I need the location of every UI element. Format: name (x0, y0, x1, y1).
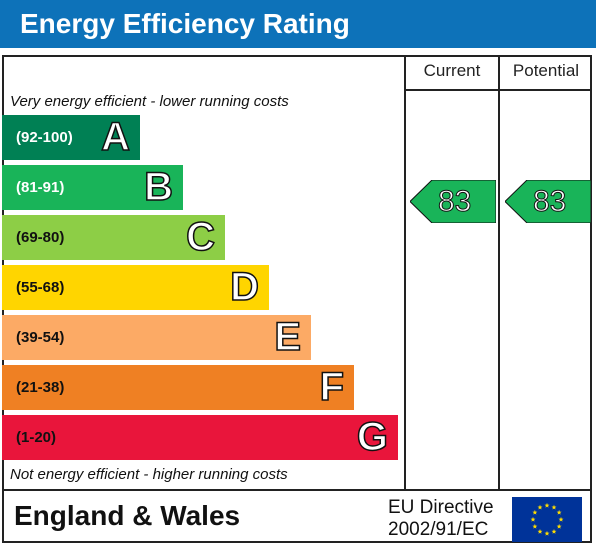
band-range-label: (69-80) (16, 229, 65, 246)
current-column-header: Current (423, 61, 481, 80)
flag-star (558, 516, 564, 522)
band-range-label: (55-68) (16, 279, 65, 296)
flag-star (537, 529, 543, 534)
flag-star (544, 530, 550, 536)
flag-star (551, 504, 557, 510)
directive-line-1: EU Directive (388, 497, 494, 518)
flag-star (532, 509, 538, 515)
current-column-divider (404, 55, 406, 491)
band-range-label: (1-20) (16, 429, 57, 446)
header-bar: Energy Efficiency Rating (0, 0, 596, 48)
potential-column-divider (498, 55, 500, 491)
band-d: (55-68) D (2, 264, 269, 310)
potential-arrow-shape (505, 180, 591, 223)
band-letter: B (143, 164, 173, 210)
band-letter: G (356, 414, 389, 460)
band-f: (21-38) F (2, 364, 354, 410)
bottom-caption: Not energy efficient - higher running co… (10, 466, 288, 483)
flag-star (544, 502, 550, 508)
flag-star (556, 523, 562, 529)
band-letter: A (100, 114, 130, 160)
current-rating-value: 83 (437, 185, 472, 219)
current-arrow-shape (410, 180, 496, 223)
page-title: Energy Efficiency Rating (20, 8, 350, 39)
band-c: (69-80) C (2, 214, 225, 260)
potential-rating-value: 83 (532, 185, 567, 219)
top-caption: Very energy efficient - lower running co… (10, 93, 289, 110)
footer-divider (2, 489, 592, 491)
flag-star (537, 504, 543, 510)
flag-star (532, 523, 538, 529)
band-range-label: (92-100) (16, 129, 73, 146)
flag-star (551, 529, 557, 534)
band-range-label: (21-38) (16, 379, 65, 396)
flag-star (556, 509, 562, 515)
band-letter: C (185, 214, 215, 260)
band-letter: F (319, 364, 345, 410)
region-label: England & Wales (14, 500, 241, 531)
flag-star (530, 516, 536, 522)
band-a: (92-100) A (2, 114, 140, 160)
band-e: (39-54) E (2, 314, 311, 360)
directive-line-2: 2002/91/EC (388, 519, 489, 540)
band-range-label: (39-54) (16, 329, 65, 346)
band-b: (81-91) B (2, 164, 183, 210)
band-range-label: (81-91) (16, 179, 65, 196)
potential-column-header: Potential (512, 61, 580, 80)
band-letter: E (274, 314, 302, 360)
eu-directive: EU Directive 2002/91/EC (388, 497, 494, 541)
eu-flag-icon (512, 497, 582, 547)
band-g: (1-20) G (2, 414, 398, 460)
column-header-divider (404, 89, 592, 91)
band-letter: D (229, 264, 259, 310)
